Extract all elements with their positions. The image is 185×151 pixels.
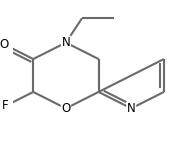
Text: O: O xyxy=(61,102,70,115)
Text: F: F xyxy=(2,100,9,112)
Text: O: O xyxy=(0,38,9,51)
Text: N: N xyxy=(62,36,70,49)
Text: N: N xyxy=(127,102,136,115)
